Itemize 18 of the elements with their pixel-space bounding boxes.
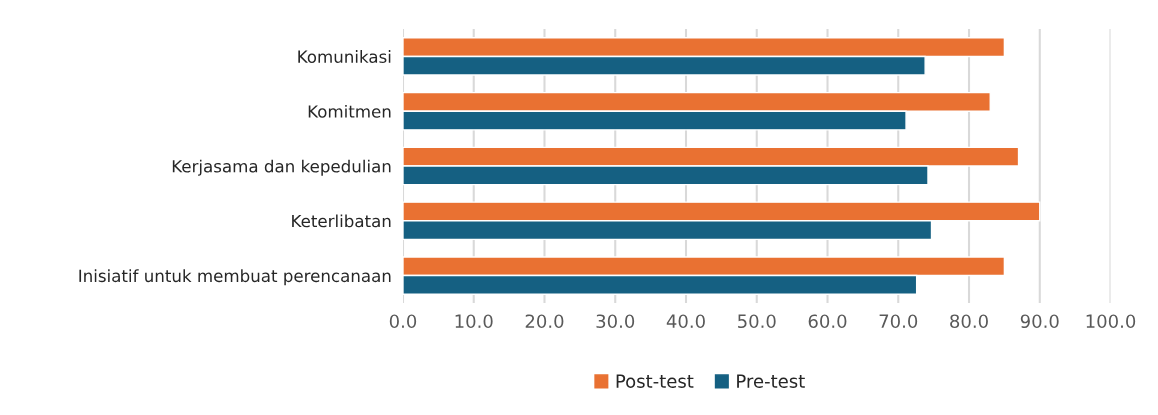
y-tick-label: Komitmen [308,104,391,118]
x-tick-label: 90.0 [1020,314,1059,329]
y-tick-label: Keterlibatan [292,214,391,228]
legend-label: Pre-test [737,374,805,388]
x-tick-label: 40.0 [666,314,705,329]
x-tick-label: 60.0 [808,314,847,329]
x-tick-label: 10.0 [455,314,493,329]
x-tick-label: 30.0 [596,314,635,329]
legend-label: Post-test [616,374,694,388]
y-tick-label: Kerjasama dan kepedulian [172,159,391,176]
x-tick-label: 100.0 [1086,314,1136,329]
y-tick-label: Komunikasi [298,50,391,64]
x-tick-label: 80.0 [950,314,988,329]
y-tick-label: Inisiatif untuk membuat perencanaan [79,269,391,286]
x-tick-label: 50.0 [738,314,776,329]
x-tick-label: 0.0 [389,314,417,329]
x-tick-label: 20.0 [525,314,564,329]
x-tick-label: 70.0 [879,314,918,329]
